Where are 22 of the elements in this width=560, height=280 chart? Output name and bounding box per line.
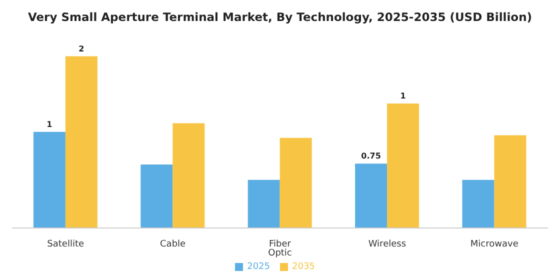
bar: [65, 56, 98, 228]
x-tick-label: Fiber Optic: [268, 239, 292, 258]
data-label: 0.75: [361, 152, 382, 161]
chart-title: Very Small Aperture Terminal Market, By Technology, 2025-2035 (USD Billion): [26, 9, 534, 26]
legend-label: 2035: [292, 262, 315, 272]
data-label: 2: [78, 44, 84, 54]
data-label: 1: [46, 120, 53, 129]
bar: [140, 164, 173, 228]
bar: [462, 180, 494, 228]
x-tick-label: Satellite: [47, 239, 84, 250]
bar: [494, 135, 526, 228]
legend-label: 2025: [247, 262, 270, 272]
bar: [387, 104, 420, 228]
data-label: 1: [400, 92, 406, 101]
bar: [33, 132, 66, 228]
x-tick-label: Microwave: [470, 239, 519, 250]
x-tick-label: Cable: [160, 239, 186, 250]
bar: [172, 123, 205, 228]
bar: [248, 180, 280, 228]
x-tick-label: Wireless: [368, 239, 406, 250]
bar: [355, 164, 388, 228]
bar: [280, 138, 312, 228]
